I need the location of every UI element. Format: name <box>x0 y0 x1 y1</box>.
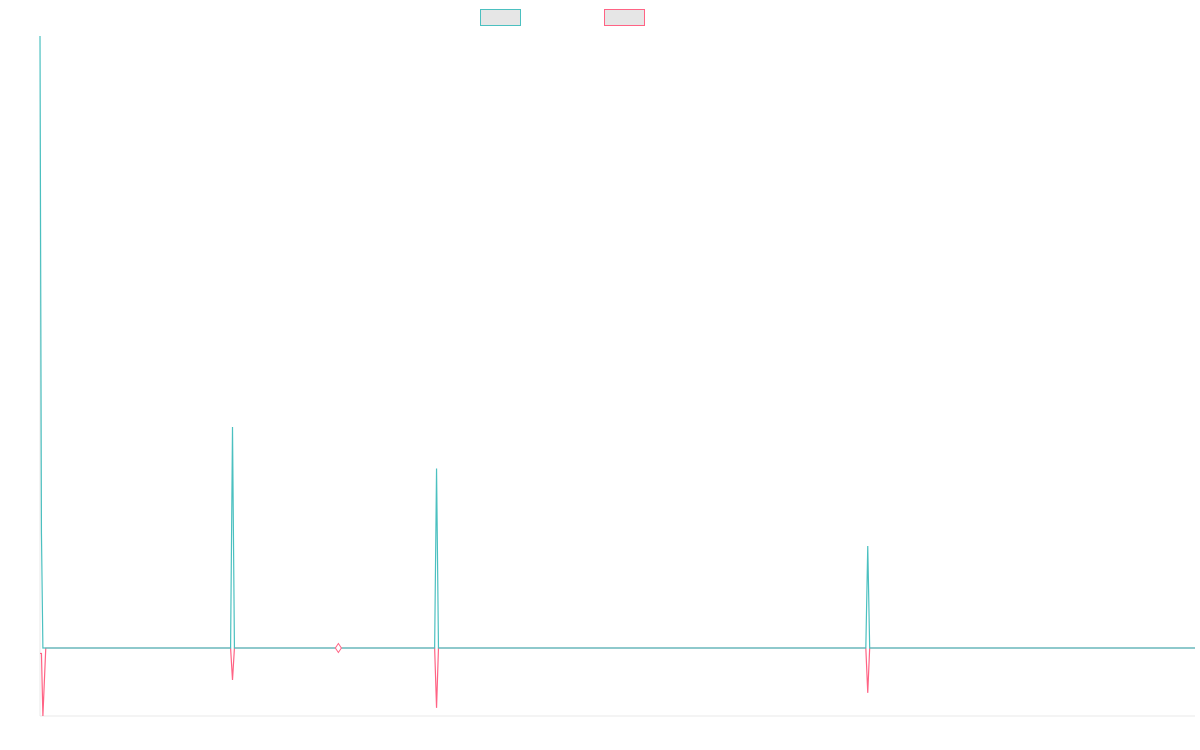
series-line-1 <box>39 35 1195 649</box>
axes <box>39 36 1195 717</box>
legend-swatch-2 <box>604 9 645 26</box>
marker-group <box>334 642 342 654</box>
legend <box>480 9 645 26</box>
series-line-2 <box>40 647 1195 717</box>
data-point-marker-1 <box>334 642 342 654</box>
series-group <box>39 35 1195 717</box>
legend-swatch-1 <box>480 9 521 26</box>
